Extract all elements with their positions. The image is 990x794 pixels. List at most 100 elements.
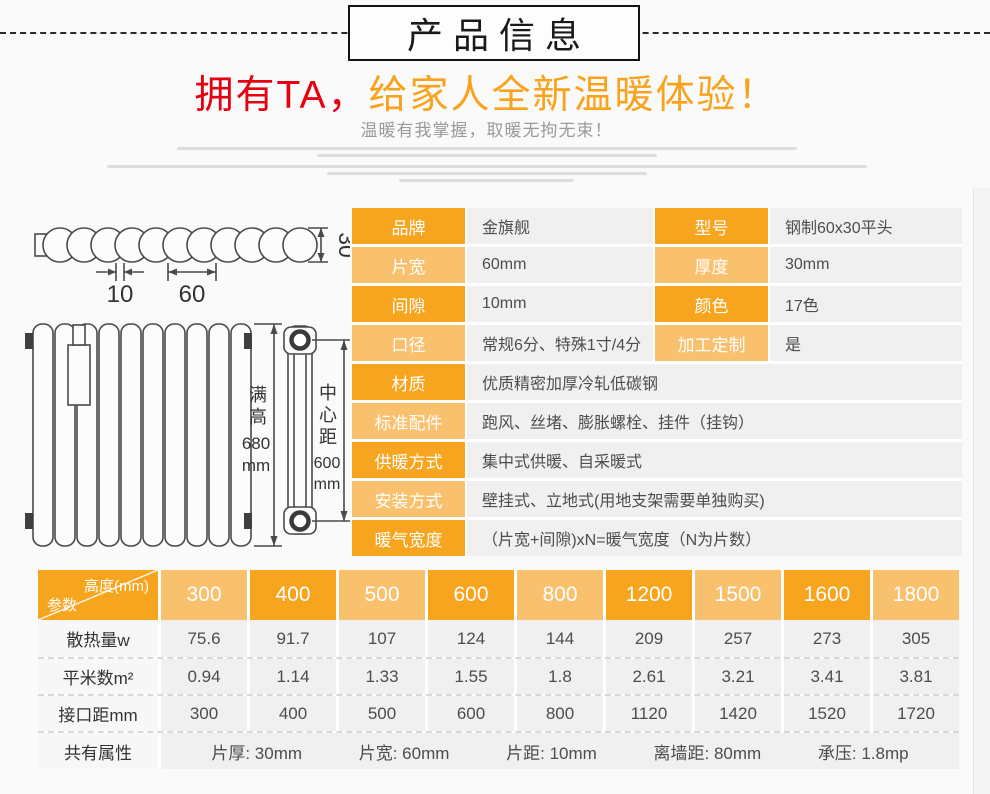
spec-row: 口径 常规6分、特殊1寸/4分 加工定制 是 [352, 325, 962, 361]
center-distance-label: 心 [319, 405, 337, 425]
shared-attribute: 片宽: 60mm [358, 743, 450, 763]
corner-cell: 高度(mm) 参数 [38, 570, 158, 620]
spec-value: 金旗舰 [467, 208, 653, 244]
headline-red: 拥有TA， [194, 74, 369, 117]
table-cell: 305 [873, 620, 959, 657]
shared-attributes-row: 共有属性 片厚: 30mm 片宽: 60mm 片距: 10mm 离墙距: 80m… [38, 731, 959, 769]
spec-value: 60mm [467, 247, 653, 283]
spec-label: 材质 [352, 364, 465, 400]
spec-row: 供暖方式 集中式供暖、自采暖式 [352, 442, 962, 478]
center-distance-value: 600 [314, 455, 341, 472]
height-column-header: 400 [250, 570, 336, 620]
height-column-header: 1200 [606, 570, 692, 620]
center-distance-label: 距 [319, 427, 337, 447]
row-label: 接口距mm [38, 696, 158, 731]
fine-print [0, 143, 973, 182]
spec-label: 片宽 [352, 247, 465, 283]
row-label: 散热量w [38, 620, 158, 657]
table-cell: 3.81 [873, 659, 959, 694]
table-cell: 91.7 [250, 620, 336, 657]
table-cell: 1.14 [250, 659, 336, 694]
table-cell: 800 [517, 696, 603, 731]
spec-label: 型号 [655, 208, 768, 244]
spec-value: 优质精密加厚冷轧低碳钢 [467, 364, 962, 400]
table-cell: 1520 [784, 696, 870, 731]
size-table-row: 接口距mm 300 400 500 600 800 1120 1420 1520… [38, 694, 959, 731]
table-cell: 2.61 [606, 659, 692, 694]
shared-attribute: 片距: 10mm [506, 743, 597, 763]
spec-row: 片宽 60mm 厚度 30mm [352, 247, 962, 283]
spec-label: 口径 [352, 325, 465, 361]
table-cell: 273 [784, 620, 870, 657]
fine-print-line [326, 172, 647, 175]
table-cell: 600 [428, 696, 514, 731]
shared-attribute: 承压: 1.8mp [817, 743, 909, 763]
table-cell: 1.8 [517, 659, 603, 694]
table-cell: 124 [428, 620, 514, 657]
table-cell: 257 [695, 620, 781, 657]
height-column-header: 500 [339, 570, 425, 620]
spec-value: 常规6分、特殊1寸/4分 [467, 325, 653, 361]
spec-table: 品牌 金旗舰 型号 钢制60x30平头 片宽 60mm 厚度 30mm 间隙 1… [352, 208, 962, 556]
headline: 拥有TA，给家人全新温暖体验！ [0, 64, 973, 120]
full-height-label: 高 [249, 407, 267, 427]
corner-top-label: 高度(mm) [84, 578, 149, 595]
table-cell: 3.41 [784, 659, 870, 694]
headline-orange: 给家人全新温暖体验！ [368, 74, 779, 117]
table-cell: 209 [606, 620, 692, 657]
spec-label: 颜色 [655, 286, 768, 322]
spec-value: 是 [770, 325, 962, 361]
spec-value: 钢制60x30平头 [770, 208, 962, 244]
size-table-row: 平米数m² 0.94 1.14 1.33 1.55 1.8 2.61 3.21 … [38, 657, 959, 694]
table-cell: 1120 [606, 696, 692, 731]
shared-attribute: 片厚: 30mm [211, 743, 303, 763]
table-cell: 144 [517, 620, 603, 657]
height-column-header: 1500 [695, 570, 781, 620]
spec-value: 17色 [770, 286, 962, 322]
spec-label: 供暖方式 [352, 442, 465, 478]
row-label: 共有属性 [38, 733, 158, 769]
table-cell: 107 [339, 620, 425, 657]
table-cell: 500 [339, 696, 425, 731]
spec-row: 标准配件 跑风、丝堵、膨胀螺栓、挂件（挂钩） [352, 403, 962, 439]
height-column-header: 1800 [873, 570, 959, 620]
center-distance-label: 中 [319, 383, 337, 403]
spec-label: 标准配件 [352, 403, 465, 439]
fine-print-line [399, 179, 574, 182]
spec-value: 10mm [467, 286, 653, 322]
spec-label: 品牌 [352, 208, 465, 244]
spec-label: 安装方式 [352, 481, 465, 517]
shared-attributes: 片厚: 30mm 片宽: 60mm 片距: 10mm 离墙距: 80mm 承压:… [161, 733, 959, 769]
spec-label: 加工定制 [655, 325, 768, 361]
height-column-header: 300 [161, 570, 247, 620]
full-height-value: 680 [242, 434, 270, 453]
height-column-header: 1600 [784, 570, 870, 620]
product-dimension-diagram: 10 60 30 满 高 680 mm 中 心 距 600 mm [25, 227, 350, 547]
page-right-margin [973, 188, 990, 794]
spec-row: 品牌 金旗舰 型号 钢制60x30平头 [352, 208, 962, 244]
size-table: 高度(mm) 参数 300 400 500 600 800 1200 1500 … [38, 570, 959, 769]
height-column-header: 600 [428, 570, 514, 620]
subtitle: 温暖有我掌握，取暖无拘无束！ [360, 121, 613, 140]
center-distance-unit: mm [314, 476, 341, 493]
row-label: 平米数m² [38, 659, 158, 694]
table-cell: 3.21 [695, 659, 781, 694]
table-cell: 1720 [873, 696, 959, 731]
table-cell: 1420 [695, 696, 781, 731]
dim-thickness-label: 30 [334, 232, 350, 258]
spec-value: 30mm [770, 247, 962, 283]
full-height-label: 满 [249, 385, 267, 405]
corner-bottom-label: 参数 [47, 597, 78, 614]
page-title: 产品信息 [348, 5, 640, 61]
table-cell: 1.55 [428, 659, 514, 694]
height-column-header: 800 [517, 570, 603, 620]
table-cell: 300 [161, 696, 247, 731]
size-table-row: 散热量w 75.6 91.7 107 124 144 209 257 273 3… [38, 620, 959, 657]
spec-row: 间隙 10mm 颜色 17色 [352, 286, 962, 322]
fine-print-line [106, 165, 867, 168]
spec-row: 材质 优质精密加厚冷轧低碳钢 [352, 364, 962, 400]
spec-label: 暖气宽度 [352, 520, 465, 556]
table-cell: 1.33 [339, 659, 425, 694]
size-table-header: 高度(mm) 参数 300 400 500 600 800 1200 1500 … [38, 570, 959, 620]
fine-print-line [176, 147, 797, 150]
